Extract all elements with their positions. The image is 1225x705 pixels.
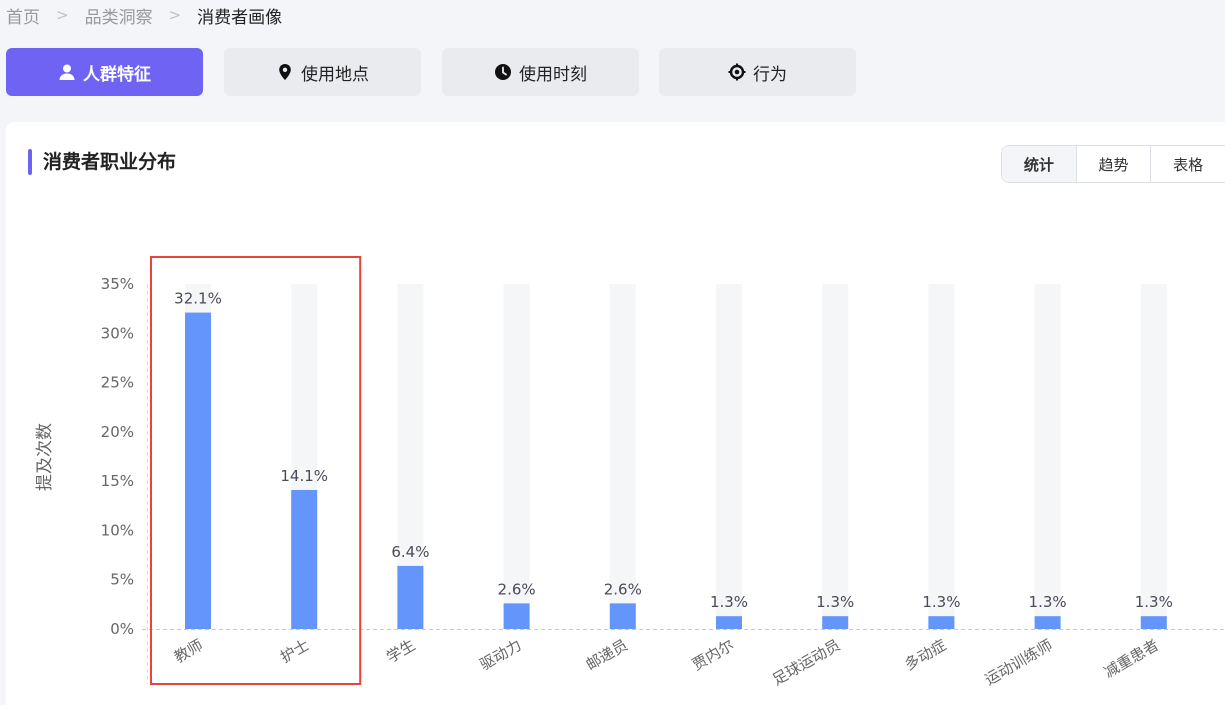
chevron-right-icon: > [56,6,69,24]
bar [1034,616,1061,629]
highlight-box [150,256,362,685]
data-label: 1.3% [922,593,960,611]
target-icon [728,63,746,81]
bar-track [503,284,530,629]
clock-icon [494,63,512,81]
y-tick-label: 15% [101,472,134,490]
card-title: 消费者职业分布 [43,151,177,173]
y-tick-label: 5% [110,571,134,589]
category-label: 运动训练师 [982,636,1056,689]
breadcrumb-home[interactable]: 首页 [6,7,40,28]
tab-crowd-features[interactable]: 人群特征 [6,48,203,96]
location-pin-icon [276,63,294,81]
category-label: 护士 [277,636,312,667]
data-label: 1.3% [816,593,854,611]
bar [928,616,955,629]
tab-label: 使用地点 [301,64,369,85]
chevron-right-icon: > [168,6,182,24]
category-label: 减重患者 [1101,636,1162,682]
view-toggle-statistics[interactable]: 统计 [1002,146,1077,182]
category-label: 教师 [171,636,206,667]
category-label: 驱动力 [477,636,525,674]
data-label: 1.3% [1029,593,1067,611]
tab-label: 行为 [753,64,787,85]
bar [185,312,211,629]
y-axis-label: 提及次数 [35,423,55,491]
category-label: 多动症 [901,636,949,674]
data-label: 6.4% [391,543,429,561]
tab-behavior[interactable]: 行为 [659,48,856,96]
breadcrumb-consumer-profile: 消费者画像 [197,7,283,28]
bar [503,603,530,629]
user-icon [58,63,76,81]
bar [397,565,424,629]
tab-label: 使用时刻 [519,64,587,85]
bar-track [1034,284,1061,629]
y-tick-label: 25% [101,374,134,392]
bar [609,603,636,629]
data-label: 2.6% [498,580,536,598]
y-tick-label: 20% [101,423,134,441]
bar-track [822,284,849,629]
view-toggle: 统计 趋势 表格 [1001,145,1225,183]
category-label: 学生 [383,636,418,667]
breadcrumb-category-insight[interactable]: 品类洞察 [84,7,153,28]
data-label: 2.6% [604,580,642,598]
bar-track [609,284,636,629]
bar-track [716,284,742,629]
data-label: 14.1% [280,467,328,485]
bar [291,490,318,629]
data-label: 32.1% [174,290,222,308]
y-tick-label: 10% [101,521,134,539]
tab-usage-location[interactable]: 使用地点 [224,48,421,96]
data-label: 1.3% [1135,593,1173,611]
category-label: 邮递员 [583,636,631,674]
tab-usage-time[interactable]: 使用时刻 [442,48,639,96]
breadcrumb: 首页 > 品类洞察 > 消费者画像 [6,2,282,28]
tab-label: 人群特征 [83,64,151,85]
bar [716,616,742,629]
title-accent-bar [28,149,32,175]
view-toggle-table[interactable]: 表格 [1173,155,1204,174]
view-toggle-trend[interactable]: 趋势 [1077,146,1152,182]
category-label: 贾内尔 [689,636,737,674]
bar [1140,616,1167,629]
bar-track [928,284,955,629]
y-tick-label: 0% [110,620,134,638]
y-tick-label: 35% [101,275,134,293]
y-tick-label: 30% [101,324,134,342]
data-label: 1.3% [710,593,748,611]
category-label: 足球运动员 [769,636,843,689]
bar-track [1140,284,1167,629]
bar [822,616,849,629]
